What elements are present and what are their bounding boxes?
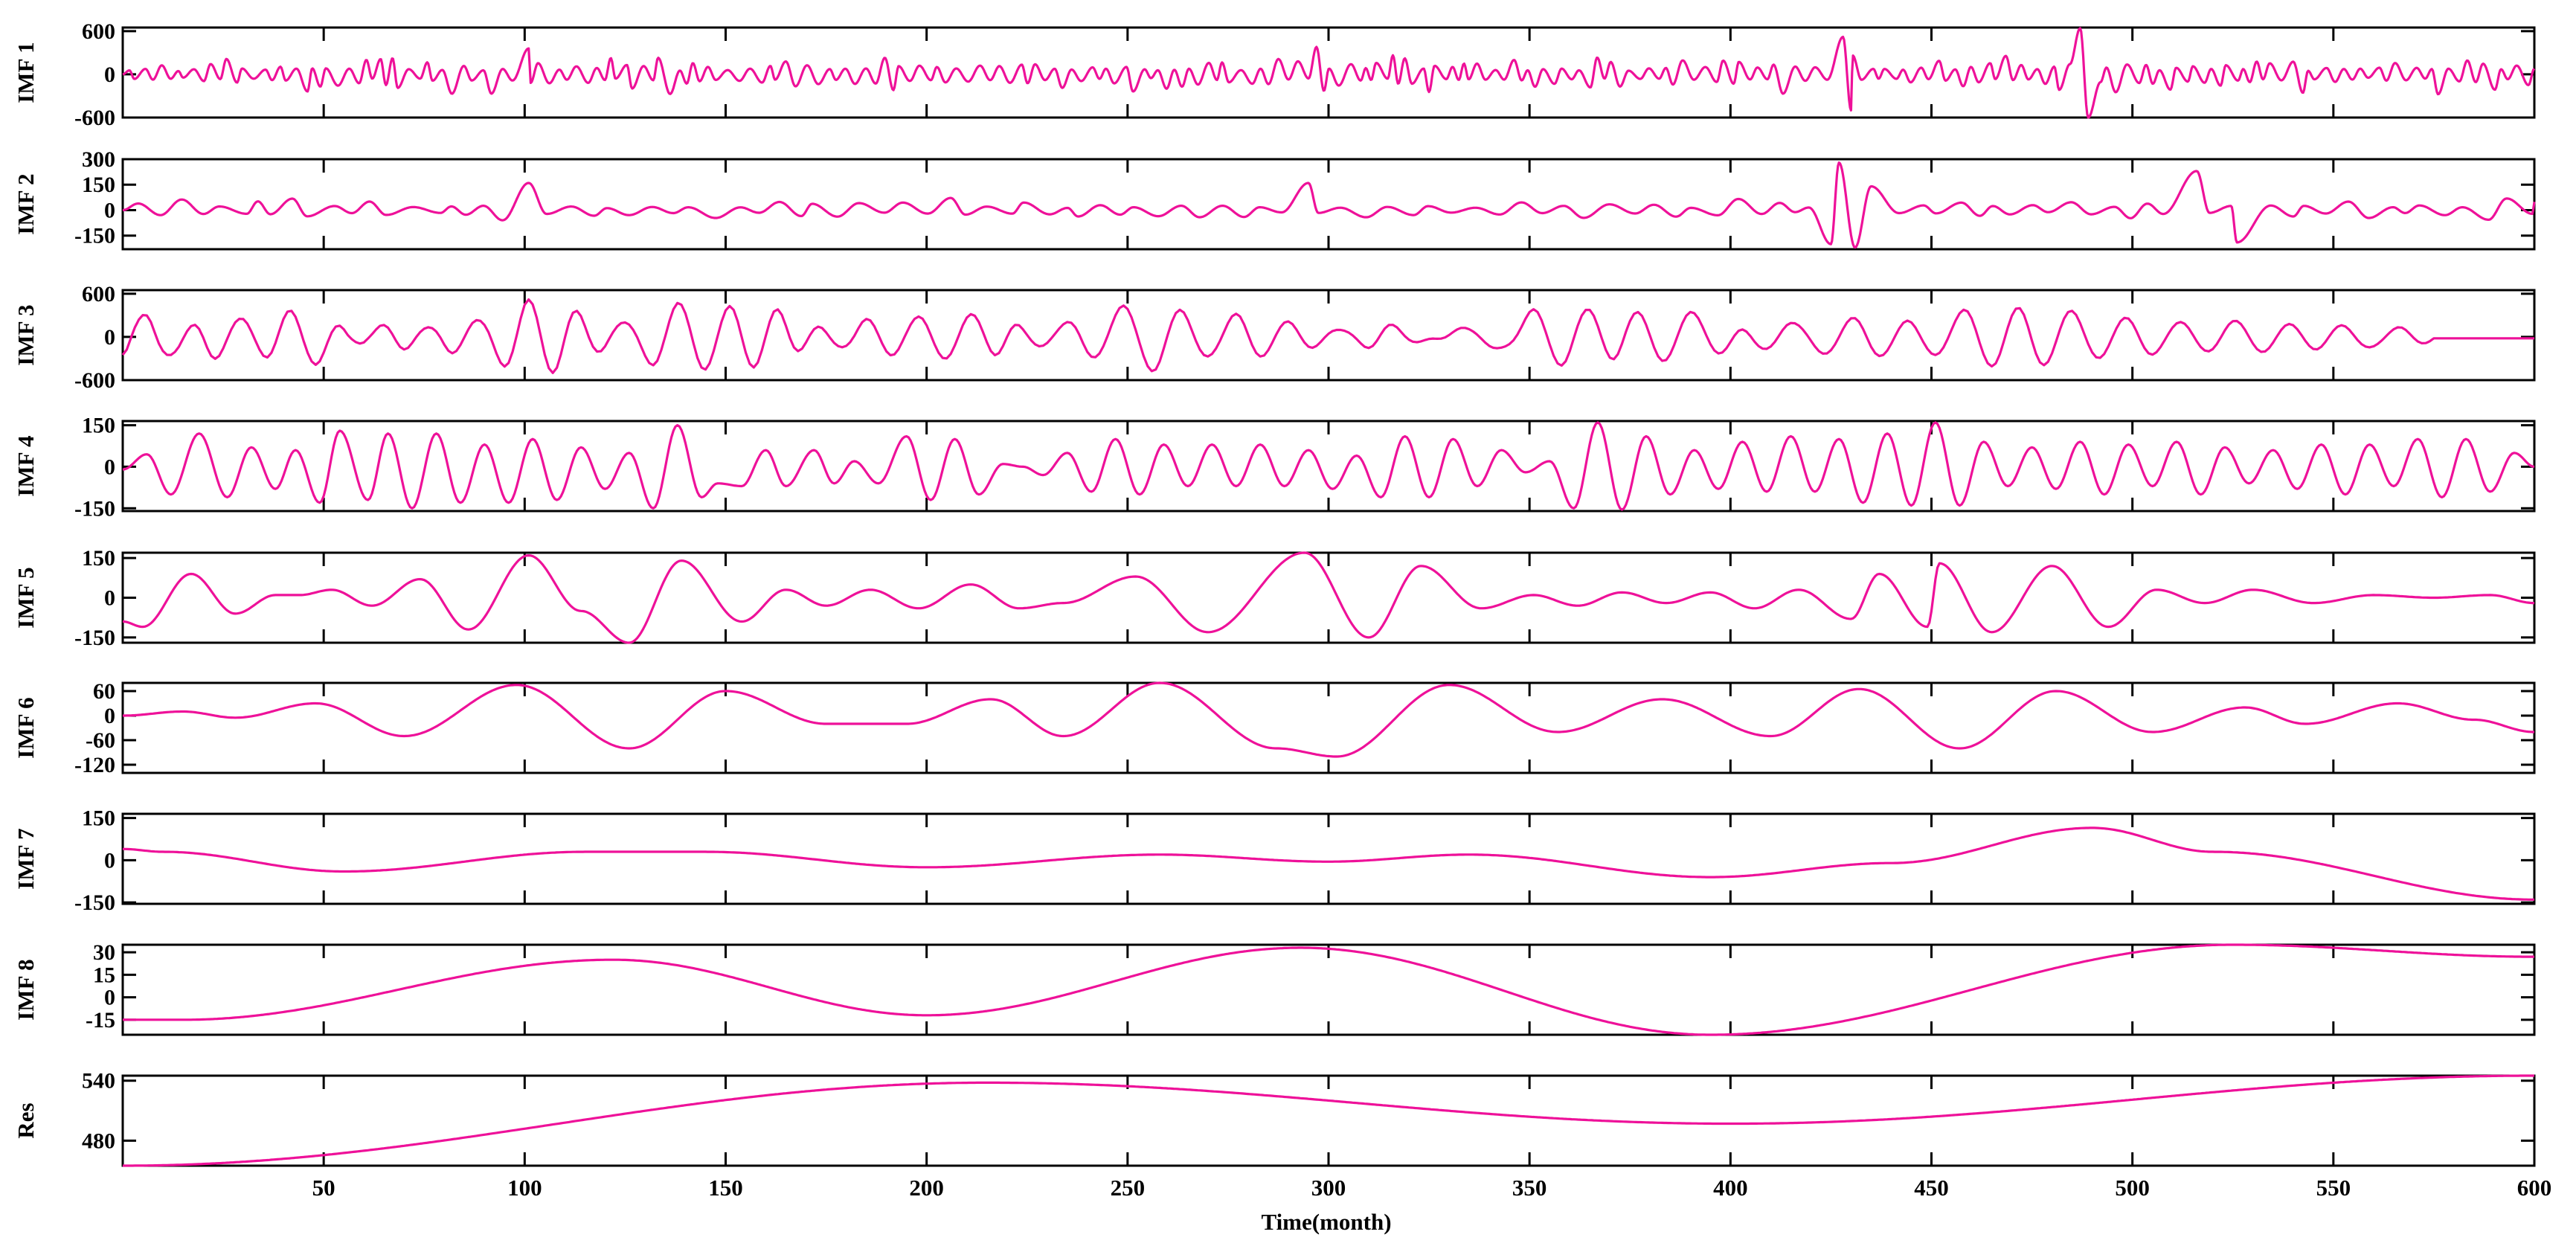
y-tick-label: 0 [104,986,115,1010]
panel-3: 600 0 -600 IMF 3 [13,282,2536,393]
y-tick-label: 150 [82,806,115,831]
x-axis: 50 100 150 200 250 300 350 400 450 500 550 600 [312,1175,2552,1201]
y-tick-label: 0 [104,586,115,611]
y-axis-label: IMF 2 [13,173,39,234]
x-tick-label: 250 [1111,1175,1146,1201]
panel-9: 540 480 Res [13,1069,2536,1167]
series-line [121,298,2534,374]
y-tick-label: -600 [74,368,115,393]
series-line [122,161,2536,249]
x-tick-label: 300 [1311,1175,1346,1201]
y-tick-label: 600 [82,282,115,306]
y-tick-label: 150 [82,414,115,438]
x-tick-label: 450 [1914,1175,1949,1201]
y-tick-label: 0 [104,62,115,87]
y-tick-label: 0 [104,704,115,728]
panel-1: 600 0 -600 IMF 1 [13,19,2536,130]
y-tick-label: 480 [82,1128,115,1153]
y-tick-label: 0 [104,325,115,350]
y-tick-label: -600 [74,106,115,130]
panel-4: 150 0 -150 IMF 4 [13,414,2536,521]
y-axis-label: IMF 7 [13,828,39,889]
y-axis-label: IMF 4 [13,435,39,496]
y-tick-label: -150 [74,496,115,521]
series-line [123,1074,2534,1167]
y-tick-label: -150 [74,890,115,915]
x-tick-label: 200 [909,1175,944,1201]
series-line [122,27,2536,119]
series-line [122,551,2534,644]
series-line [122,421,2535,511]
panel-frame [121,420,2536,513]
y-tick-label: -150 [74,626,115,650]
y-tick-label: 150 [82,173,115,197]
y-tick-label: 600 [82,19,115,44]
y-tick-label: -120 [74,753,115,777]
y-tick-label: 0 [104,198,115,222]
x-tick-label: 100 [507,1175,542,1201]
x-tick-label: 600 [2517,1175,2552,1201]
y-axis-label: IMF 3 [13,304,39,365]
y-axis-label: IMF 1 [13,42,39,103]
panel-frame [121,681,2536,774]
y-axis-label: Res [13,1102,39,1138]
x-tick-label: 350 [1512,1175,1547,1201]
y-tick-label: -150 [74,224,115,248]
panel-6: 600-60-120 IMF 6 [13,679,2536,777]
x-axis-label: Time(month) [1261,1209,1391,1235]
y-tick-label: 15 [93,963,115,987]
x-tick-label: 550 [2316,1175,2351,1201]
y-tick-label: 60 [93,679,115,704]
y-tick-label: 540 [82,1069,115,1094]
y-axis-label: IMF 5 [13,567,39,628]
y-axis-label: IMF 8 [13,959,39,1020]
y-tick-label: -60 [86,728,115,753]
panel-frame [121,551,2536,644]
y-tick-label: 150 [82,546,115,571]
panel-frame [121,943,2536,1036]
x-tick-label: 500 [2115,1175,2150,1201]
panel-7: 150 0 -150 IMF 7 [13,806,2536,915]
panel-5: 150 0 -150 IMF 5 [13,546,2536,650]
x-tick-label: 150 [708,1175,743,1201]
series-line [123,943,2534,1036]
y-axis-label: IMF 6 [13,697,39,758]
series-line [123,826,2534,901]
y-tick-label: 0 [104,455,115,479]
series-line [123,681,2534,758]
y-tick-label: 0 [104,848,115,873]
panel-frame [121,1074,2536,1167]
x-tick-label: 50 [312,1175,335,1201]
y-tick-label: 300 [82,147,115,172]
x-tick-label: 400 [1713,1175,1748,1201]
y-tick-label: 30 [93,940,115,965]
y-tick-label: -15 [86,1008,115,1033]
